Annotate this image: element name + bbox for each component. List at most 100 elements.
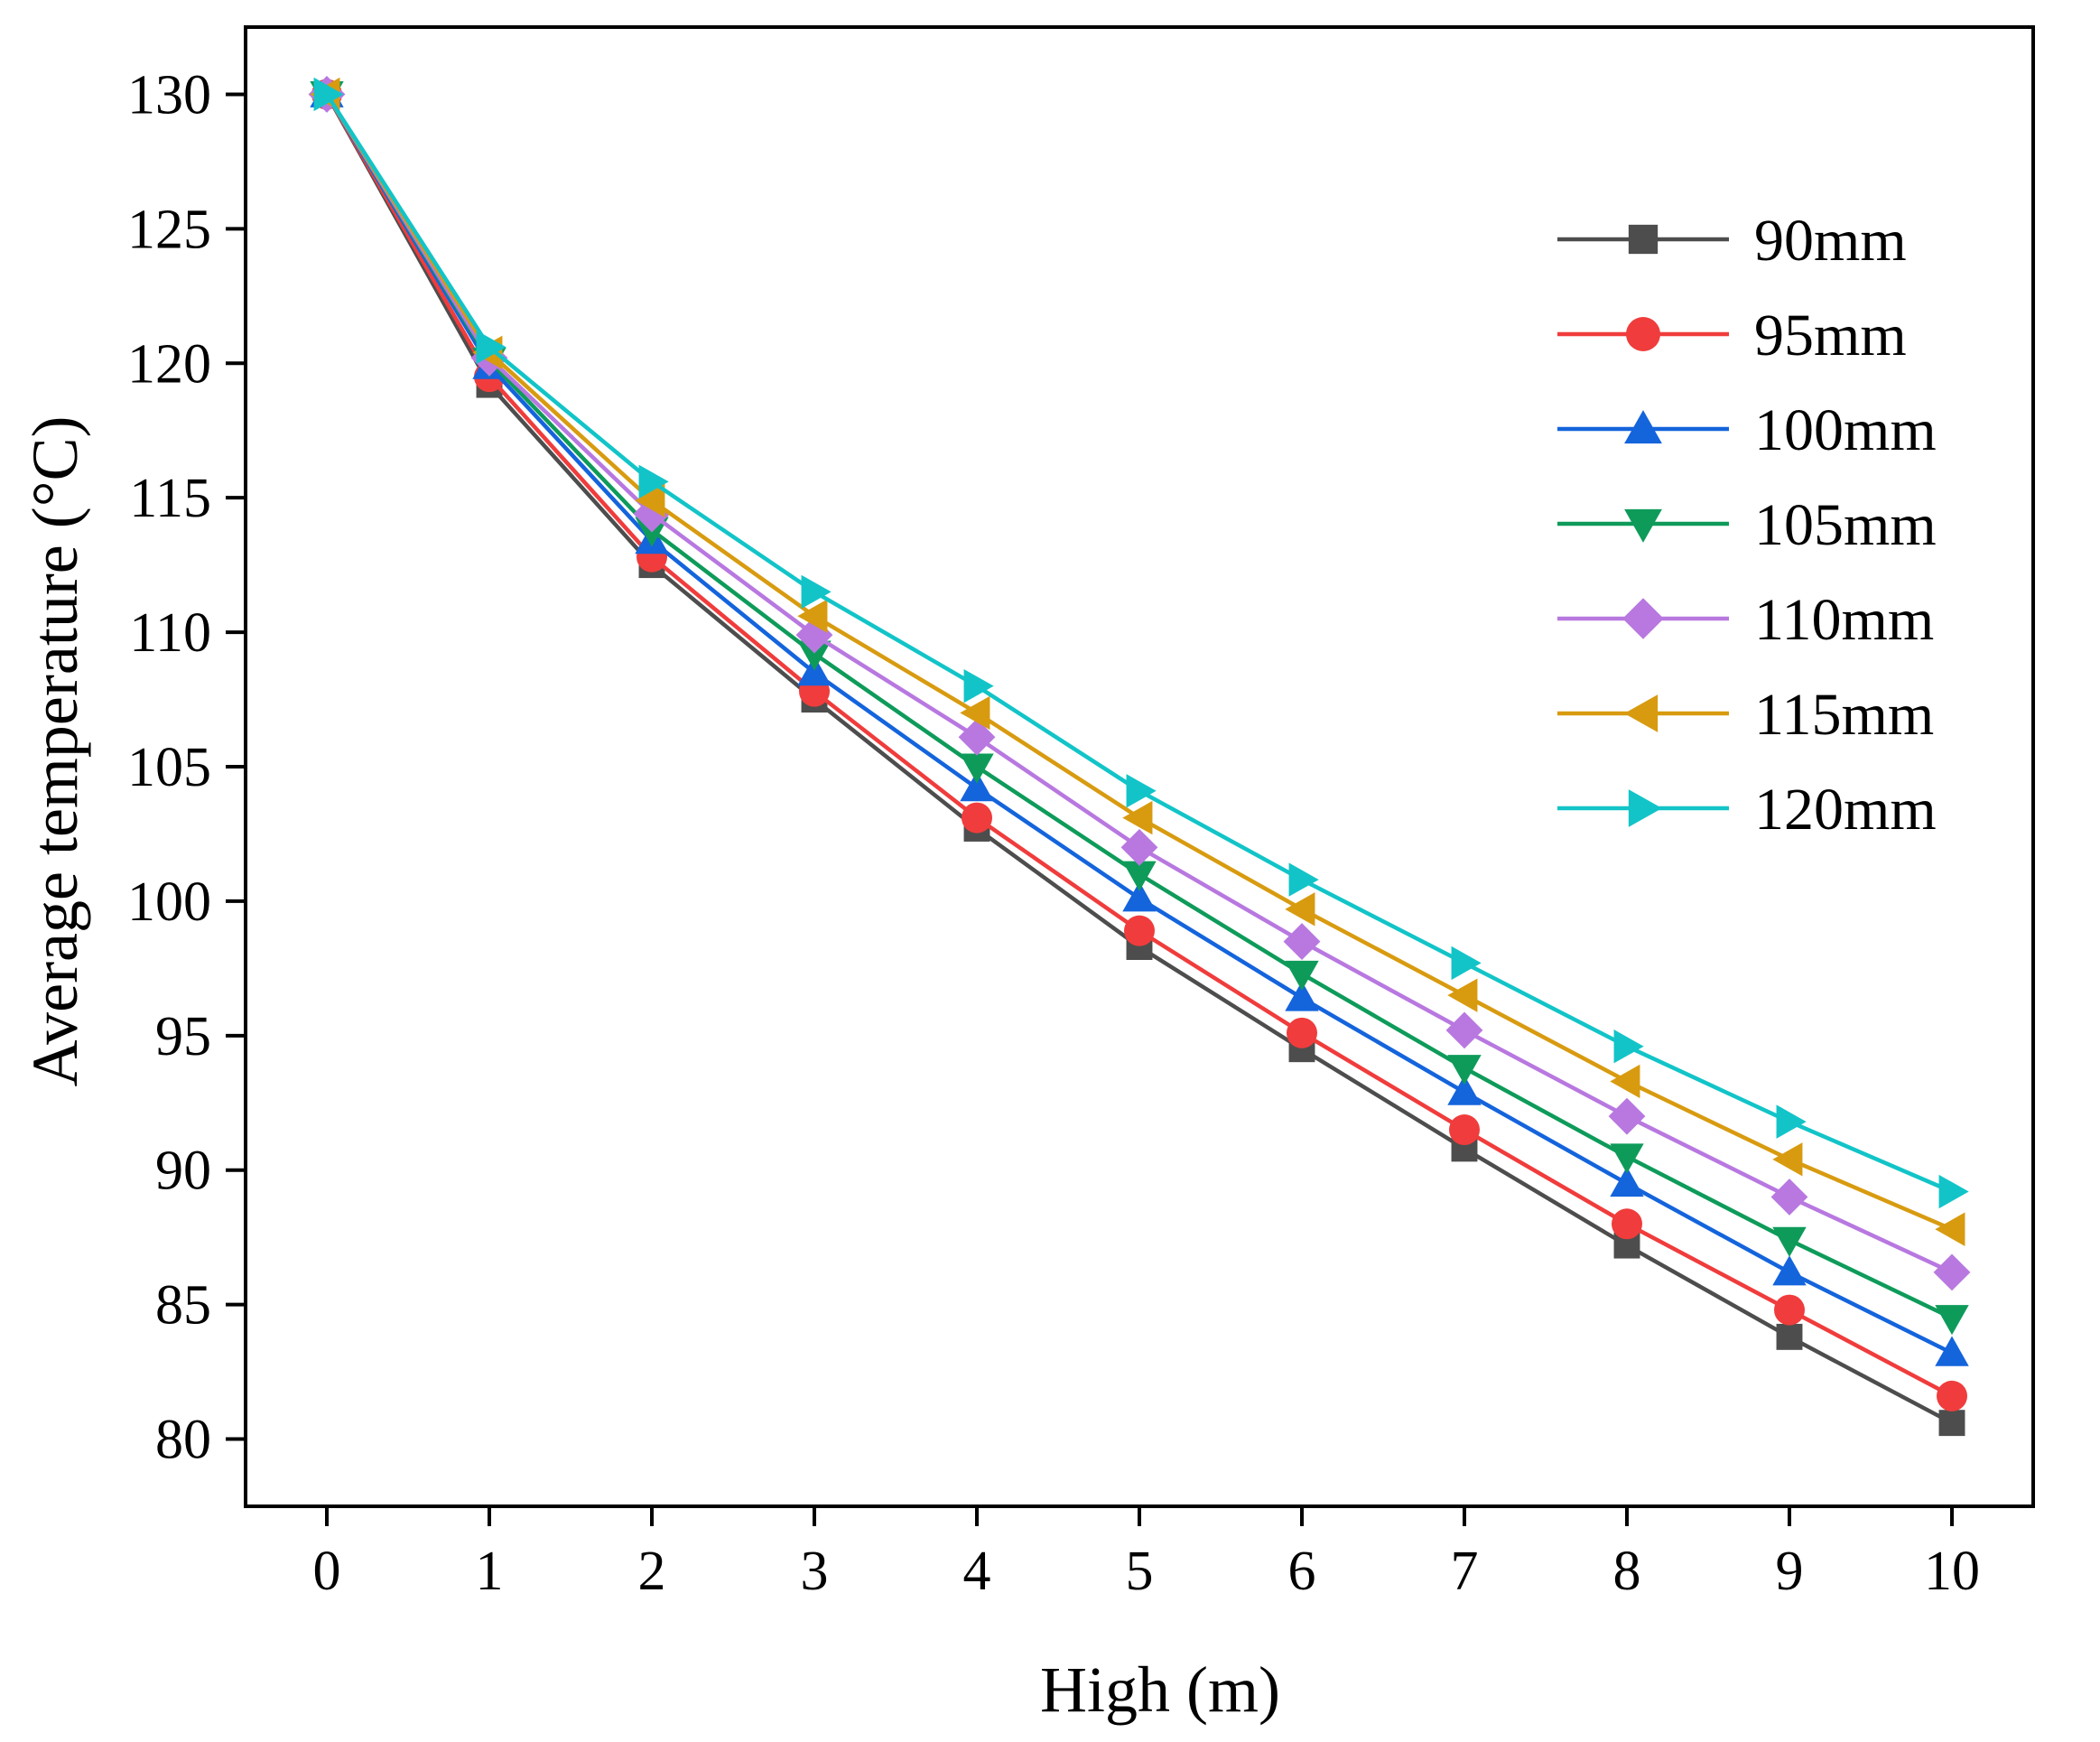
- y-tick-label: 95: [155, 1006, 211, 1067]
- legend-label: 100mm: [1754, 397, 1937, 463]
- data-point: [1447, 1075, 1482, 1105]
- data-point: [1610, 1143, 1644, 1174]
- x-tick-label: 3: [801, 1541, 829, 1602]
- data-point: [1120, 828, 1158, 866]
- legend-marker: [1622, 598, 1664, 639]
- data-point: [313, 77, 344, 112]
- legend-item: 115mm: [1557, 682, 1934, 748]
- legend-label: 115mm: [1754, 682, 1934, 748]
- x-tick-label: 4: [963, 1541, 991, 1602]
- data-point: [1770, 1178, 1808, 1216]
- data-point: [1772, 1255, 1807, 1286]
- data-point: [1447, 978, 1478, 1012]
- y-tick-label: 100: [127, 871, 211, 933]
- legend-marker: [1624, 410, 1662, 444]
- data-point: [638, 464, 669, 499]
- legend-marker: [1628, 789, 1662, 827]
- series-line: [325, 93, 1953, 1232]
- data-point: [1285, 960, 1319, 992]
- legend-item: 95mm: [1557, 303, 1907, 368]
- data-point: [476, 330, 506, 365]
- y-tick-label: 125: [127, 199, 211, 260]
- data-point: [1122, 881, 1157, 912]
- data-point: [1608, 1097, 1646, 1135]
- series-115mm: [310, 77, 1965, 1246]
- data-point: [797, 640, 832, 671]
- data-point: [1285, 892, 1315, 927]
- data-point: [960, 695, 990, 731]
- x-tick-label: 1: [476, 1541, 504, 1602]
- series-line: [325, 93, 1953, 1194]
- x-tick-label: 5: [1126, 1541, 1154, 1602]
- legend-label: 95mm: [1754, 303, 1907, 368]
- legend: 90mm 95mm 100mm 105mm 110mm 115mm 120mm: [1557, 208, 1937, 843]
- legend-item: 120mm: [1557, 777, 1937, 843]
- data-point: [1285, 981, 1319, 1011]
- data-point: [1447, 1055, 1482, 1085]
- data-point: [1449, 1114, 1480, 1146]
- data-point: [1776, 1104, 1807, 1139]
- y-tick-label: 80: [155, 1410, 211, 1471]
- series-110mm: [308, 76, 1971, 1291]
- data-point: [1445, 1011, 1483, 1049]
- data-point: [1774, 1294, 1805, 1326]
- y-tick-label: 110: [129, 602, 211, 664]
- legend-item: 90mm: [1557, 208, 1907, 274]
- series-120mm: [313, 77, 1969, 1209]
- data-point: [1935, 1212, 1965, 1246]
- legend-marker: [1628, 224, 1659, 255]
- legend-marker: [1624, 508, 1662, 543]
- legend-marker: [1626, 317, 1660, 351]
- series-line: [325, 93, 1953, 1320]
- data-point: [1612, 1208, 1642, 1240]
- y-tick-label: 85: [155, 1275, 211, 1337]
- series-line: [325, 93, 1953, 1355]
- legend-label: 110mm: [1754, 587, 1934, 653]
- y-tick-label: 115: [129, 468, 211, 529]
- data-point: [1610, 1064, 1640, 1099]
- legend-marker: [1624, 694, 1659, 732]
- x-tick-label: 0: [313, 1541, 341, 1602]
- data-point: [797, 656, 832, 686]
- data-point: [797, 599, 828, 633]
- data-point: [1772, 1226, 1807, 1257]
- legend-item: 100mm: [1557, 397, 1937, 463]
- data-point: [1451, 946, 1482, 981]
- series-line: [325, 93, 1954, 1398]
- data-point: [960, 753, 994, 784]
- data-point: [1935, 1336, 1969, 1366]
- data-point: [1776, 1323, 1803, 1350]
- data-point: [1938, 1410, 1965, 1437]
- data-point: [1937, 1380, 1967, 1411]
- x-tick-label: 8: [1613, 1541, 1641, 1602]
- series-100mm: [310, 77, 1969, 1366]
- data-point: [1938, 1174, 1969, 1209]
- data-point: [1126, 774, 1157, 808]
- y-tick-label: 90: [155, 1141, 211, 1202]
- data-point: [1288, 862, 1319, 897]
- legend-item: 110mm: [1557, 587, 1934, 653]
- x-tick-label: 10: [1924, 1541, 1980, 1602]
- axes-layer: 0 1 2 3 4 5 6 7 8 9 10 80 85 90 95 100 105 110 115 120 125 13…: [127, 25, 2035, 1602]
- series-layer: [308, 76, 1971, 1437]
- series-line: [325, 93, 1953, 1274]
- data-point: [958, 718, 996, 756]
- legend-label: 90mm: [1754, 208, 1907, 274]
- data-point: [1772, 1142, 1803, 1177]
- data-point: [1933, 1253, 1971, 1291]
- x-axis-title: High (m): [1040, 1654, 1280, 1726]
- series-95mm: [311, 79, 1967, 1411]
- x-tick-label: 7: [1451, 1541, 1479, 1602]
- y-tick-label: 130: [127, 64, 211, 126]
- x-tick-label: 6: [1288, 1541, 1316, 1602]
- legend-label: 105mm: [1754, 492, 1937, 558]
- x-tick-label: 9: [1776, 1541, 1804, 1602]
- data-point: [1283, 923, 1321, 960]
- data-point: [1610, 1166, 1644, 1197]
- legend-item: 105mm: [1557, 492, 1937, 558]
- series-line: [325, 93, 1954, 1425]
- data-point: [1122, 800, 1153, 835]
- series-105mm: [310, 81, 1969, 1336]
